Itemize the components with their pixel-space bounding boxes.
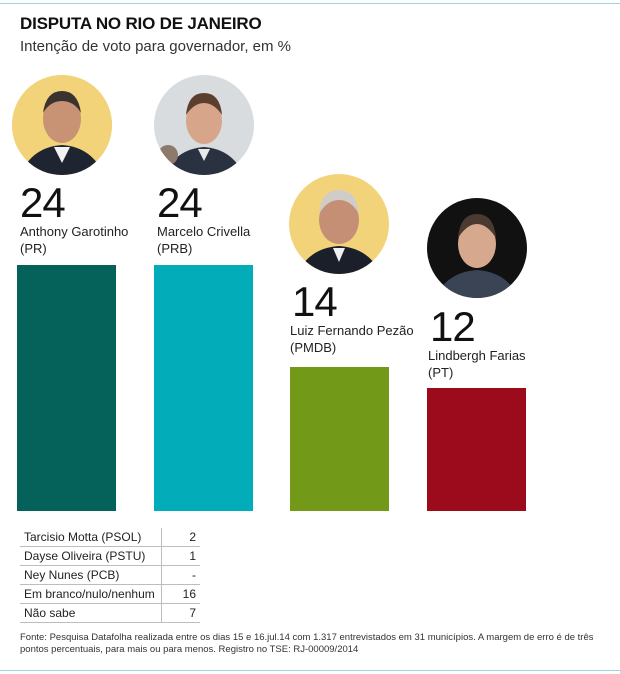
bar-value-label: 24 bbox=[20, 179, 66, 226]
bar-value-label: 14 bbox=[292, 278, 338, 325]
other-candidate-name: Dayse Oliveira (PSTU) bbox=[20, 546, 162, 566]
portrait-anthony-garotinho bbox=[12, 75, 112, 175]
other-candidate-name: Tarcisio Motta (PSOL) bbox=[20, 528, 162, 547]
candidate-party-label: (PRB) bbox=[157, 241, 193, 256]
other-candidate-value: 7 bbox=[161, 603, 200, 623]
other-candidate-value: - bbox=[161, 565, 200, 585]
other-candidate-value: 16 bbox=[161, 584, 200, 604]
portrait-luiz-fernando-pezao bbox=[289, 174, 389, 274]
top-rule bbox=[0, 3, 620, 4]
other-candidate-name: Ney Nunes (PCB) bbox=[20, 565, 162, 585]
portrait-marcelo-crivella bbox=[154, 75, 254, 175]
other-candidates-table: Tarcisio Motta (PSOL) 2 Dayse Oliveira (… bbox=[20, 528, 200, 623]
candidate-name-label: Lindbergh Farias bbox=[428, 348, 526, 363]
bar-luiz-fernando-pezao bbox=[290, 367, 389, 511]
candidate-party-label: (PR) bbox=[20, 241, 47, 256]
table-row: Tarcisio Motta (PSOL) 2 bbox=[20, 528, 200, 547]
other-candidate-name: Não sabe bbox=[20, 603, 162, 623]
bar-lindbergh-farias bbox=[427, 388, 526, 511]
other-candidate-value: 2 bbox=[161, 528, 200, 547]
table-row: Em branco/nulo/nenhum 16 bbox=[20, 584, 200, 604]
bottom-rule bbox=[0, 670, 620, 671]
table-row: Ney Nunes (PCB) - bbox=[20, 565, 200, 585]
candidate-party-label: (PMDB) bbox=[290, 340, 337, 355]
source-note: Fonte: Pesquisa Datafolha realizada entr… bbox=[20, 632, 594, 655]
chart-title: DISPUTA NO RIO DE JANEIRO bbox=[20, 14, 262, 33]
other-candidate-value: 1 bbox=[161, 546, 200, 566]
table-row: Não sabe 7 bbox=[20, 603, 200, 623]
portrait-lindbergh-farias bbox=[427, 198, 527, 298]
candidate-name-label: Marcelo Crivella bbox=[157, 224, 251, 239]
bar-value-label: 12 bbox=[430, 303, 476, 350]
bar-value-label: 24 bbox=[157, 179, 203, 226]
bar-marcelo-crivella bbox=[154, 265, 253, 511]
table-row: Dayse Oliveira (PSTU) 1 bbox=[20, 546, 200, 566]
other-candidate-name: Em branco/nulo/nenhum bbox=[20, 584, 162, 604]
chart-subtitle: Intenção de voto para governador, em % bbox=[20, 38, 292, 55]
candidate-name-label: Luiz Fernando Pezão bbox=[290, 323, 414, 338]
candidate-name-label: Anthony Garotinho bbox=[20, 224, 129, 239]
bar-anthony-garotinho bbox=[17, 265, 116, 511]
candidate-party-label: (PT) bbox=[428, 365, 454, 380]
